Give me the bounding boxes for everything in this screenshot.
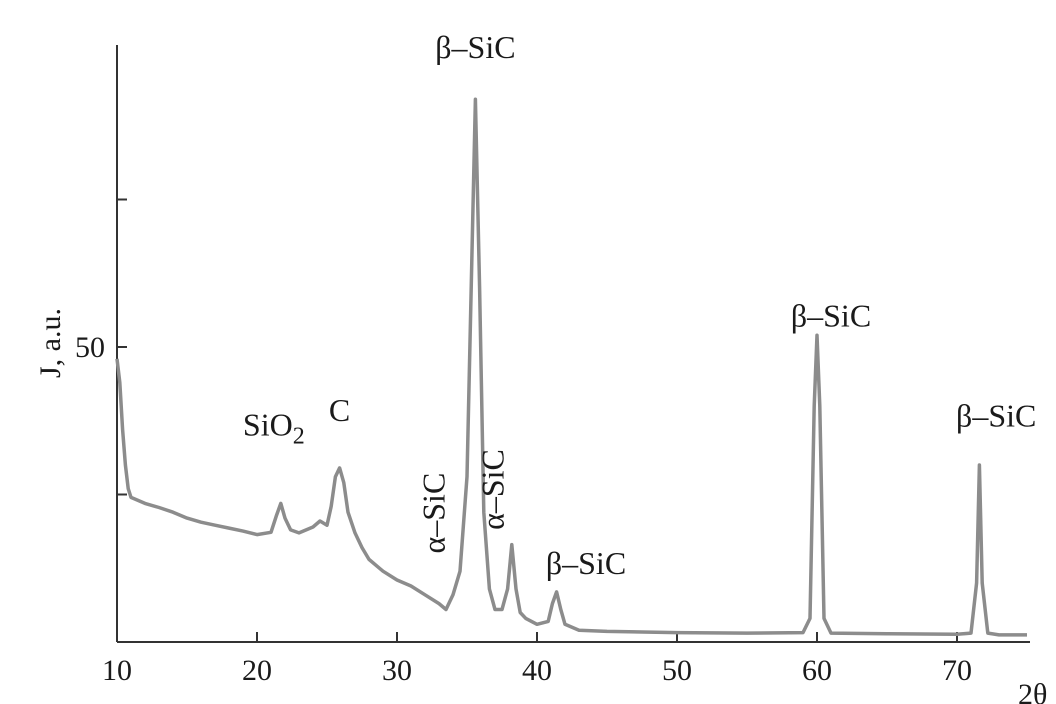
y-axis-label: J, a.u. — [34, 308, 67, 378]
peak-label: β–SiC — [791, 297, 871, 333]
x-axis: 10 20 30 40 50 60 70 — [102, 632, 1030, 687]
peak-label: β–SiC — [546, 545, 626, 581]
x-ticks: 10 20 30 40 50 60 70 — [102, 632, 972, 687]
x-tick-label: 10 — [102, 654, 132, 687]
peak-label: C — [329, 392, 350, 428]
peak-label: α–SiC — [474, 449, 510, 530]
diffraction-line — [115, 97, 1027, 637]
peak-label: β–SiC — [435, 29, 515, 65]
x-tick-label: 70 — [942, 654, 972, 687]
peak-label-subscript: 2 — [293, 424, 305, 450]
y-axis: 50 — [75, 45, 127, 642]
series-layer — [115, 97, 1027, 637]
x-tick-label: 40 — [522, 654, 552, 687]
peak-label: β–SiC — [956, 398, 1036, 434]
x-tick-label: 30 — [382, 654, 412, 687]
y-ticks: 50 — [75, 198, 127, 496]
x-tick-label: 60 — [802, 654, 832, 687]
annotations: β–SiC SiO2 Cα–SiC α–SiC β–SiC β–SiC β–SiC — [243, 29, 1036, 581]
x-axis-label: 2θ — [1018, 678, 1047, 704]
x-tick-label: 50 — [662, 654, 692, 687]
peak-label: α–SiC — [416, 473, 452, 554]
x-tick-label: 20 — [242, 654, 272, 687]
peak-label: SiO2 — [243, 407, 305, 450]
y-tick-label: 50 — [75, 331, 105, 364]
